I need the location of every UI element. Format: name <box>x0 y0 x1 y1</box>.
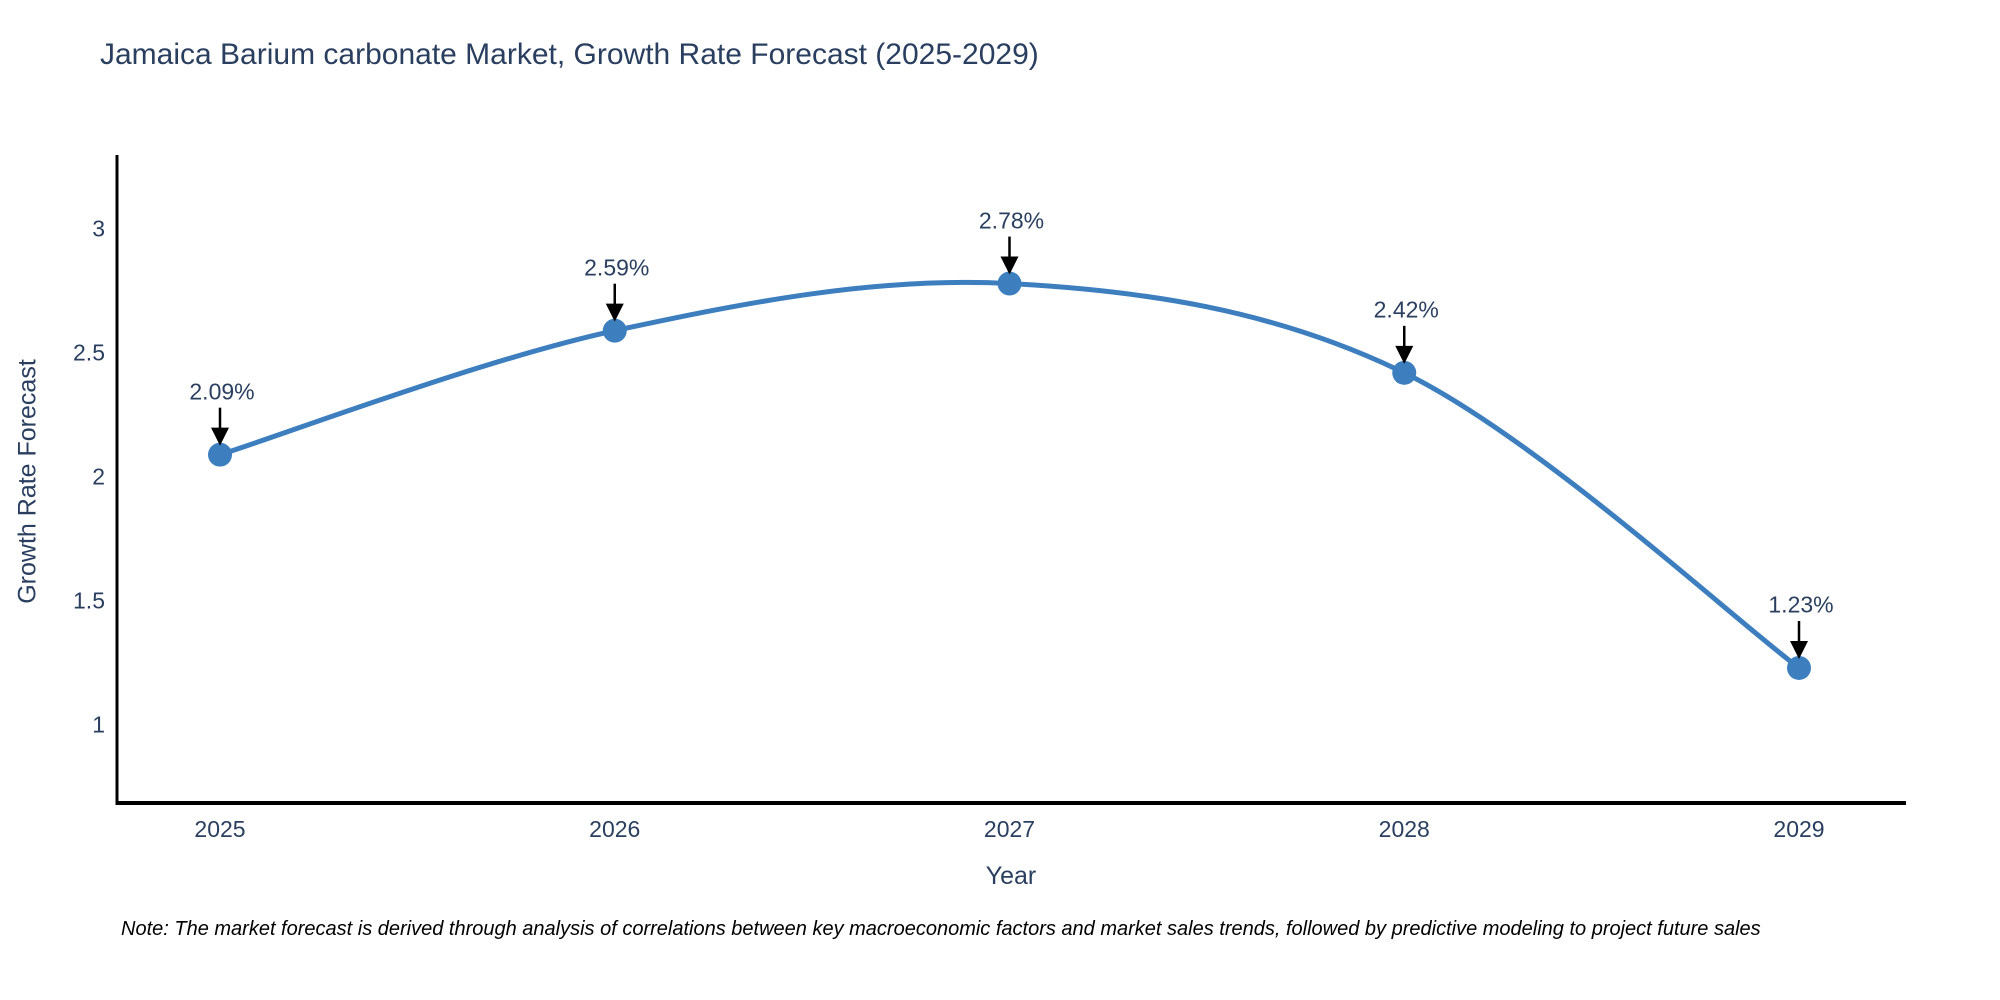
data-point-marker <box>602 318 627 343</box>
x-axis-title: Year <box>985 862 1037 890</box>
y-tick-label: 2.5 <box>73 339 105 366</box>
y-tick-label: 3 <box>92 215 105 242</box>
point-value-label: 2.42% <box>1373 296 1439 323</box>
x-tick-label: 2029 <box>1773 816 1825 842</box>
y-tick-label: 2 <box>92 463 105 490</box>
x-tick-label: 2026 <box>589 816 641 842</box>
x-tick-label: 2028 <box>1378 816 1430 842</box>
annotation-arrowhead <box>1395 345 1414 364</box>
data-point-marker <box>1392 360 1417 385</box>
annotation-arrowhead <box>1790 640 1808 659</box>
y-tick-label: 1.5 <box>73 587 105 614</box>
point-value-label: 2.09% <box>189 378 255 405</box>
data-point-marker <box>208 442 232 467</box>
x-tick-label: 2027 <box>983 816 1036 842</box>
y-tick-label: 1 <box>92 711 105 738</box>
annotation-arrowhead <box>605 303 624 322</box>
x-tick-label: 2025 <box>194 816 246 842</box>
data-point-marker <box>997 271 1022 296</box>
footnote: Note: The market forecast is derived thr… <box>121 918 1761 940</box>
forecast-line <box>219 279 1801 670</box>
annotation-arrowhead <box>211 427 229 446</box>
annotation-arrowhead <box>1000 256 1019 275</box>
data-point-marker <box>1787 655 1811 680</box>
chart-title: Jamaica Barium carbonate Market, Growth … <box>100 38 1039 71</box>
y-axis-title: Growth Rate Forecast <box>13 359 42 604</box>
point-value-label: 1.23% <box>1768 591 1834 618</box>
point-value-label: 2.78% <box>978 207 1045 234</box>
point-value-label: 2.59% <box>584 254 650 281</box>
